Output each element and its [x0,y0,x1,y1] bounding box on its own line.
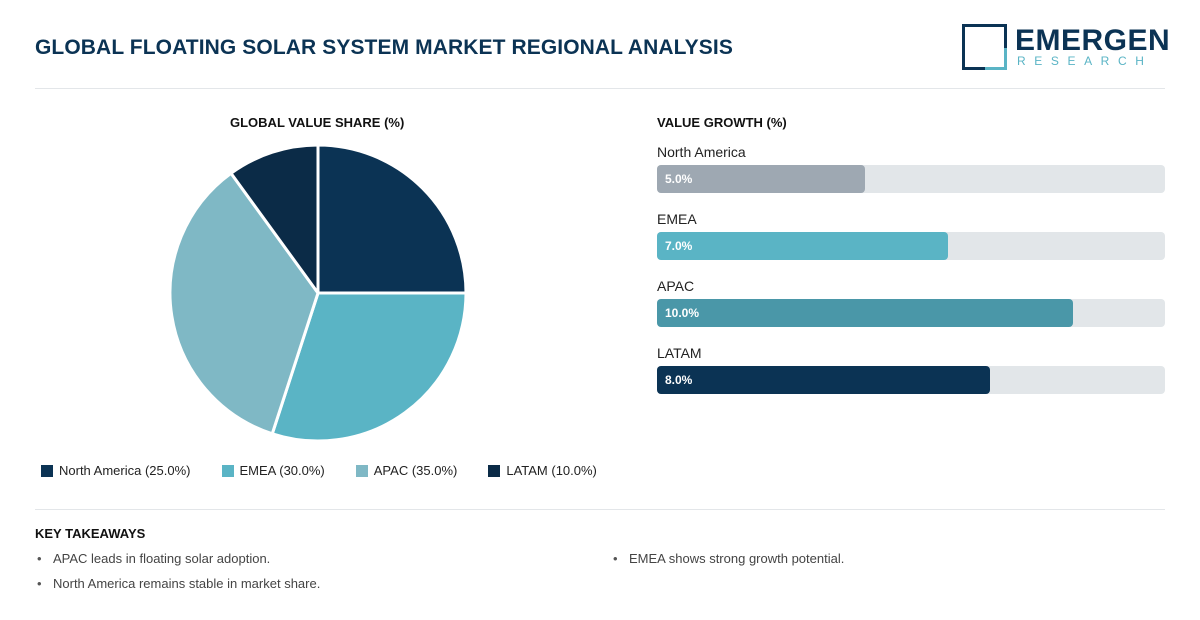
takeaway-item: North America remains stable in market s… [35,576,320,601]
logo-mark-icon [962,24,1007,70]
pie-legend: North America (25.0%) EMEA (30.0%) APAC … [41,463,628,478]
header: GLOBAL FLOATING SOLAR SYSTEM MARKET REGI… [35,0,1170,89]
bar-category-label: North America [657,144,746,160]
legend-swatch [355,464,368,477]
key-takeaways: KEY TAKEAWAYS APAC leads in floating sol… [35,509,1165,591]
legend-item-north-america: North America (25.0%) [41,463,191,478]
legend-label: North America (25.0%) [59,463,191,478]
bar-track: 10.0% [657,299,1165,327]
bar-row-latam: LATAM 8.0% [657,345,1165,412]
takeaway-item: APAC leads in floating solar adoption. [35,551,320,576]
pie-chart-title: GLOBAL VALUE SHARE (%) [230,115,405,130]
logo-subtitle: RESEARCH [1017,54,1153,68]
logo-name: EMERGEN [1015,24,1171,57]
growth-chart-title: VALUE GROWTH (%) [657,115,787,130]
takeaways-list-left: APAC leads in floating solar adoption. N… [35,551,320,601]
legend-label: APAC (35.0%) [373,463,458,478]
bar-row-north-america: North America 5.0% [657,144,1165,211]
bar-value-label: 8.0% [665,373,693,387]
page-title: GLOBAL FLOATING SOLAR SYSTEM MARKET REGI… [35,36,733,59]
legend-swatch [221,464,234,477]
pie-slice-emea [270,291,468,443]
bar-fill: 7.0% [657,232,949,260]
bar-track: 7.0% [657,232,1165,260]
emergen-logo: EMERGEN RESEARCH [962,24,1170,70]
takeaway-item: EMEA shows strong growth potential. [611,551,844,576]
pie-slice-apac [168,171,320,436]
legend-label: LATAM (10.0%) [506,463,597,478]
pie-slice-latam [229,143,320,295]
pie-slice-north-america [316,143,468,295]
bar-value-label: 10.0% [665,306,700,320]
legend-item-apac: APAC (35.0%) [355,463,458,478]
bar-value-label: 7.0% [665,239,693,253]
legend-swatch [41,464,53,477]
pie-chart [168,143,468,443]
growth-bar-chart: North America 5.0% EMEA 7.0% APAC 10.0% … [657,144,1165,412]
bar-row-apac: APAC 10.0% [657,278,1165,345]
bar-fill: 8.0% [657,366,991,394]
legend-swatch [488,464,501,477]
bar-track: 5.0% [657,165,1165,193]
legend-item-emea: EMEA (30.0%) [221,463,325,478]
bar-category-label: LATAM [657,345,702,361]
bar-fill: 10.0% [657,299,1074,327]
bar-category-label: APAC [657,278,695,294]
legend-label: EMEA (30.0%) [239,463,325,478]
takeaways-list-right: EMEA shows strong growth potential. [611,551,844,576]
bar-row-emea: EMEA 7.0% [657,211,1165,278]
takeaways-title: KEY TAKEAWAYS [35,526,146,541]
bar-category-label: EMEA [657,211,697,227]
bar-track: 8.0% [657,366,1165,394]
bar-value-label: 5.0% [665,172,693,186]
legend-item-latam: LATAM (10.0%) [488,463,597,478]
bar-fill: 5.0% [657,165,866,193]
